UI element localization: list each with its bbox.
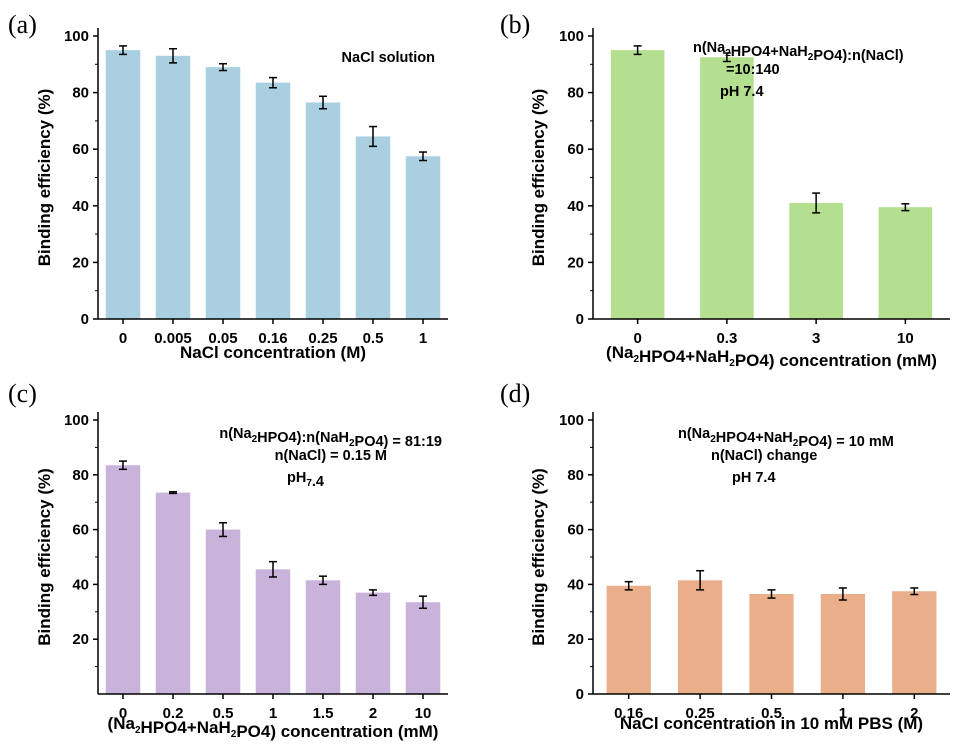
y-tick-label: 60 bbox=[567, 141, 584, 158]
x-axis-title: (Na2HPO4+NaH2PO4) concentration (mM) bbox=[606, 343, 937, 370]
y-tick-label: 20 bbox=[72, 631, 89, 648]
x-tick-label: 0.2 bbox=[163, 705, 184, 722]
x-tick-label: 0.5 bbox=[363, 330, 384, 347]
y-tick-label: 80 bbox=[567, 467, 584, 484]
y-tick-label: 100 bbox=[64, 412, 89, 429]
bar bbox=[677, 580, 723, 694]
chart-panel-a: (a) 0 20 40 60 80 100 0 0.005 0.05 0.16 0.25 0.5 1 NaC… bbox=[8, 10, 448, 362]
x-tick-label: 1 bbox=[419, 330, 427, 347]
x-tick-label: 2 bbox=[369, 705, 377, 722]
bar bbox=[610, 50, 665, 320]
x-tick-label: 1.5 bbox=[313, 705, 334, 722]
panel-letter: (d) bbox=[500, 379, 530, 408]
annotation: =10:140 bbox=[726, 62, 780, 78]
bar bbox=[749, 593, 794, 694]
bar bbox=[355, 592, 391, 694]
x-axis-title: NaCl concentration (M) bbox=[180, 343, 366, 362]
x-tick-label: 10 bbox=[415, 705, 432, 722]
y-tick-label: 60 bbox=[72, 522, 89, 539]
y-tick-label: 40 bbox=[72, 576, 89, 593]
x-tick-label: 1 bbox=[839, 705, 847, 722]
bar bbox=[606, 585, 651, 694]
y-axis-title: Binding efficiency (%) bbox=[35, 89, 54, 267]
bar bbox=[255, 82, 291, 319]
y-tick-label: 0 bbox=[81, 311, 89, 328]
y-tick-label: 0 bbox=[576, 311, 584, 328]
annotation: n(NaCl) = 0.15 M bbox=[275, 448, 387, 464]
bar bbox=[105, 50, 141, 320]
x-tick-label: 2 bbox=[910, 705, 918, 722]
x-tick-label: 0.25 bbox=[685, 705, 714, 722]
y-tick-label: 40 bbox=[567, 198, 584, 215]
bar bbox=[700, 57, 754, 319]
x-tick-label: 0.16 bbox=[258, 330, 287, 347]
x-tick-label: 3 bbox=[812, 330, 820, 347]
panel-letter: (a) bbox=[8, 10, 37, 39]
y-tick-label: 20 bbox=[72, 254, 89, 271]
x-tick-label: 10 bbox=[897, 330, 914, 347]
y-tick-label: 20 bbox=[567, 254, 584, 271]
chart-panel-c: (c) 20 40 60 80 100 0 0.2 0.5 1 1.5 2 10(Na2HPO4+NaH… bbox=[8, 379, 448, 741]
y-axis-title: Binding efficiency (%) bbox=[35, 468, 54, 646]
y-tick-label: 80 bbox=[72, 85, 89, 102]
x-tick-label: 0 bbox=[633, 330, 641, 347]
panel-letter: (b) bbox=[500, 10, 530, 39]
x-axis-title: (Na2HPO4+NaH2PO4) concentration (mM) bbox=[108, 714, 439, 741]
annotation: n(NaCl) change bbox=[711, 448, 817, 464]
bar bbox=[205, 67, 241, 319]
y-tick-label: 80 bbox=[72, 467, 89, 484]
y-tick-label: 100 bbox=[64, 28, 89, 45]
y-tick-label: 60 bbox=[567, 522, 584, 539]
x-tick-label: 0.005 bbox=[154, 330, 192, 347]
bar bbox=[878, 207, 933, 319]
y-tick-label: 80 bbox=[567, 85, 584, 102]
x-tick-label: 1 bbox=[269, 705, 277, 722]
chart-panel-b: (b) 0 20 40 60 80 100 0 0.3 3 10(Na2HPO4+NaH2PO4) … bbox=[500, 10, 950, 370]
bar bbox=[820, 593, 866, 694]
bar bbox=[105, 465, 141, 694]
x-tick-label: 0.3 bbox=[716, 330, 737, 347]
bar bbox=[405, 156, 441, 319]
y-axis-title: Binding efficiency (%) bbox=[529, 89, 548, 267]
x-tick-label: 0.16 bbox=[614, 705, 643, 722]
y-axis-title: Binding efficiency (%) bbox=[529, 468, 548, 646]
panel-letter: (c) bbox=[8, 379, 37, 408]
x-tick-label: 0.5 bbox=[761, 705, 782, 722]
bar bbox=[305, 580, 341, 694]
bar bbox=[305, 102, 341, 319]
x-tick-label: 0.5 bbox=[213, 705, 234, 722]
annotation: n(Na2HPO4):n(NaH2PO4) = 81:19 bbox=[219, 426, 442, 450]
y-tick-label: 40 bbox=[72, 198, 89, 215]
annotation: n(Na2HPO4+NaH2PO4) = 10 mM bbox=[678, 426, 894, 450]
bar bbox=[892, 591, 937, 694]
bar bbox=[155, 492, 191, 694]
annotation: NaCl solution bbox=[342, 50, 435, 66]
x-tick-label: 0 bbox=[119, 330, 127, 347]
annotation: pH 7.4 bbox=[720, 84, 764, 100]
annotation: pH7.4 bbox=[287, 470, 324, 490]
bar bbox=[255, 569, 291, 694]
x-tick-label: 0.05 bbox=[208, 330, 237, 347]
y-tick-label: 60 bbox=[72, 141, 89, 158]
bar bbox=[355, 136, 391, 319]
y-tick-label: 100 bbox=[559, 412, 584, 429]
bar bbox=[155, 55, 191, 320]
bar bbox=[789, 202, 843, 319]
x-tick-label: 0.25 bbox=[308, 330, 337, 347]
annotation: pH 7.4 bbox=[732, 470, 776, 486]
bar bbox=[205, 529, 241, 694]
y-tick-label: 100 bbox=[559, 28, 584, 45]
x-tick-label: 0 bbox=[119, 705, 127, 722]
annotation: n(Na2HPO4+NaH2PO4):n(NaCl) bbox=[693, 40, 904, 64]
bar bbox=[405, 602, 441, 694]
x-axis-title: NaCl concentration in 10 mM PBS (M) bbox=[620, 714, 923, 733]
y-tick-label: 0 bbox=[576, 686, 584, 703]
y-tick-label: 40 bbox=[567, 576, 584, 593]
y-tick-label: 20 bbox=[567, 631, 584, 648]
